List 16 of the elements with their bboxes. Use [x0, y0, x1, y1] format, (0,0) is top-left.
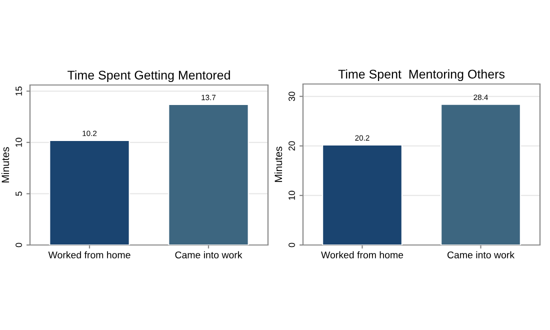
x-tick-label: Came into work [447, 251, 515, 258]
y-axis-title: Minutes [274, 146, 282, 182]
y-tick-label: 5 [16, 192, 22, 196]
chart-title: Time Spent Mentoring Others [338, 69, 505, 82]
y-tick-label: 0 [288, 242, 295, 248]
x-tick-label: Worked from home [48, 251, 130, 258]
y-tick-label: 20 [288, 141, 295, 150]
y-tick-label: 15 [16, 86, 22, 96]
y-tick-label: 10 [288, 190, 295, 200]
y-tick-label: 30 [288, 92, 295, 102]
y-tick-label: 0 [16, 242, 22, 248]
x-tick-label: Came into work [175, 251, 242, 258]
chart-title: Time Spent Getting Mentored [68, 70, 230, 82]
x-tick-label: Worked from home [321, 251, 404, 258]
y-axis-title: Minutes [1, 147, 10, 182]
y-tick-label: 10 [16, 138, 22, 147]
